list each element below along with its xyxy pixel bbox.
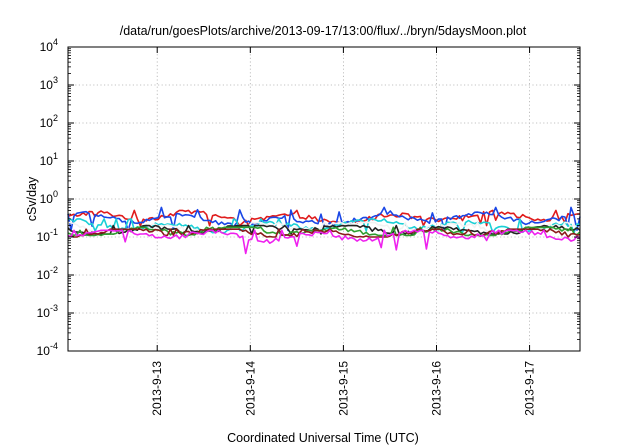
series-line (67, 226, 581, 237)
series-layer (67, 206, 581, 255)
x-tick-label: 2013-9-16 (429, 361, 443, 416)
x-tick-label: 2013-9-14 (243, 361, 257, 416)
ticks (68, 46, 580, 352)
x-tick-label: 2013-9-17 (523, 361, 537, 416)
x-tick-label: 2013-9-13 (150, 361, 164, 416)
chart-title: /data/run/goesPlots/archive/2013-09-17/1… (120, 24, 527, 38)
series-line (67, 229, 581, 255)
x-tick-label: 2013-9-15 (336, 361, 350, 416)
series-line (67, 224, 581, 235)
x-tick-labels: 2013-9-13 2013-9-14 2013-9-15 2013-9-16 2013… (150, 361, 536, 416)
y-axis-label: cSv/day (25, 176, 39, 221)
x-axis-label: Coordinated Universal Time (UTC) (227, 431, 419, 445)
grid (68, 47, 580, 351)
